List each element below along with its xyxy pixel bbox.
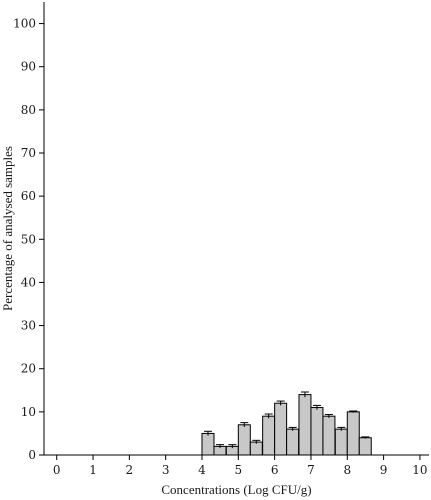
x-tick-label: 4	[198, 463, 206, 477]
axes-group: 0 10 20 30 40 50 60 70 80 90 100 0 1 2 3 4 5 6 7 8 9 10	[13, 2, 429, 477]
y-tick-label: 0	[28, 448, 36, 462]
histogram-bar	[346, 411, 360, 456]
histogram-bar	[358, 437, 372, 456]
histogram-bar	[249, 441, 263, 456]
x-tick-label: 1	[89, 463, 97, 477]
x-tick-label: 8	[343, 463, 351, 477]
histogram-bar	[274, 402, 288, 456]
histogram-bar	[322, 415, 336, 456]
x-tick-label: 2	[126, 463, 134, 477]
y-tick-label: 80	[21, 103, 36, 117]
x-tick-label: 5	[234, 463, 242, 477]
x-tick-label: 3	[162, 463, 170, 477]
y-tick-label: 50	[21, 232, 36, 246]
y-tick-label: 30	[21, 319, 36, 333]
y-tick-label: 20	[21, 362, 36, 376]
error-bars-group	[203, 391, 370, 449]
histogram-bar	[334, 428, 348, 456]
y-tick-label: 100	[13, 17, 36, 31]
histogram-bar	[286, 428, 300, 456]
x-axis-title: Concentrations (Log CFU/g)	[161, 482, 311, 497]
histogram-bar	[310, 407, 324, 456]
histogram-bar	[201, 432, 215, 456]
x-tick-label: 6	[271, 463, 279, 477]
histogram-bar	[237, 424, 251, 456]
x-tick-label: 9	[380, 463, 388, 477]
histogram-bar	[298, 394, 312, 456]
x-tick-label: 0	[53, 463, 61, 477]
bars-group	[201, 394, 372, 456]
y-axis-title: Percentage of analysed samples	[0, 146, 15, 311]
y-tick-label: 10	[21, 405, 36, 419]
y-tick-label: 60	[21, 189, 36, 203]
histogram-bar	[262, 415, 276, 456]
y-tick-label: 70	[21, 146, 36, 160]
x-tick-label: 10	[412, 463, 427, 477]
x-tick-label: 7	[307, 463, 315, 477]
y-tick-label: 40	[21, 275, 36, 289]
y-tick-label: 90	[21, 60, 36, 74]
